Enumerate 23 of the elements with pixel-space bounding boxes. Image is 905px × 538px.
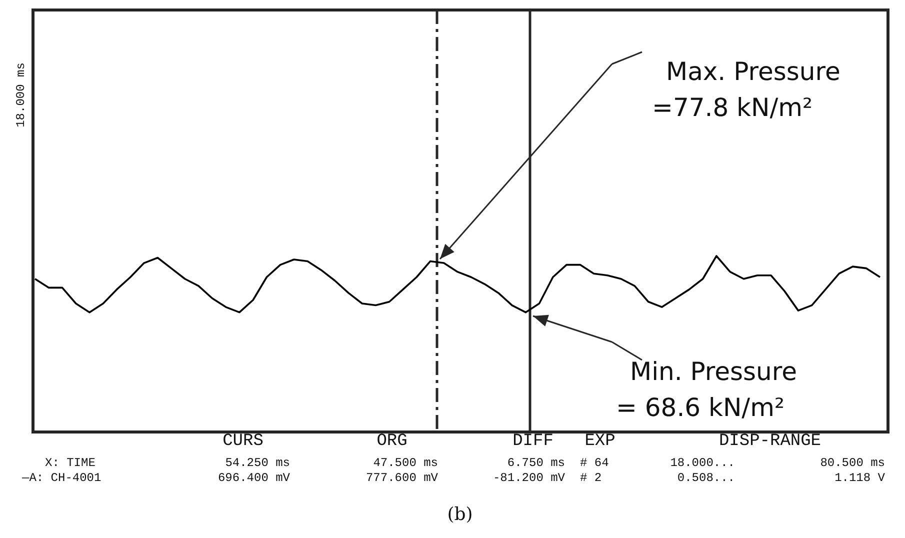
text: (b) [447, 504, 473, 525]
text: 18.000 ms [14, 62, 28, 128]
text: 6.750 ms [507, 456, 565, 470]
text: 18.000... [670, 456, 735, 470]
text: 0.508... [677, 471, 735, 485]
text: -81.200 mV [492, 471, 566, 485]
text: X: TIME [45, 456, 96, 470]
text: ORG [376, 432, 408, 451]
text: 80.500 ms [820, 456, 885, 470]
text: DIFF [512, 432, 554, 451]
text: 54.250 ms [225, 456, 290, 470]
text: 696.400 mV [218, 471, 291, 485]
text: # 2 [580, 471, 602, 485]
text: 1.118 V [834, 471, 886, 485]
text: CURS [222, 432, 264, 451]
text: Max. Pressure =77.8 kN/m² [652, 57, 840, 122]
text: DISP-RANGE [718, 432, 822, 451]
annotation: Min. Pressure = 68.6 kN/m² [616, 357, 798, 422]
text: # 64 [580, 456, 609, 470]
text: 47.500 ms [373, 456, 438, 470]
text: 777.600 mV [366, 471, 439, 485]
text: —A: CH-4001 [21, 471, 102, 485]
text: EXP [584, 432, 616, 451]
